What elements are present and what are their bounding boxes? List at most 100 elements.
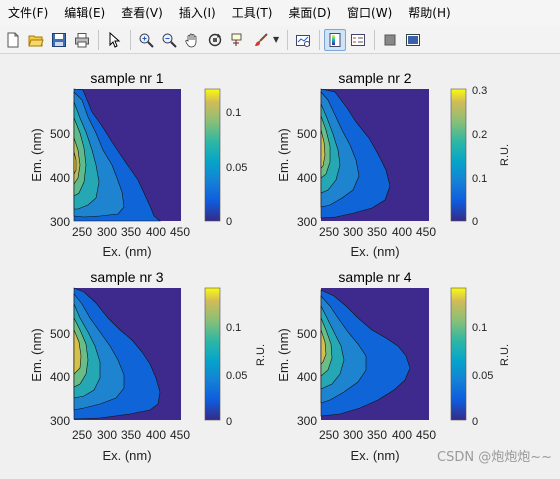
menu-tools[interactable]: 工具(T) <box>231 6 273 20</box>
y-tick-label: 400 <box>297 171 317 185</box>
subplot-4: sample nr 4 250 300 350 400 450 Ex. (nm)… <box>276 269 511 463</box>
plot-title: sample nr 3 <box>90 269 163 285</box>
colorbar-tick-label: 0.3 <box>472 85 487 97</box>
colorbar-tick-label: 0 <box>472 216 478 228</box>
open-file-icon[interactable] <box>25 29 47 51</box>
y-tick-label: 300 <box>50 215 70 229</box>
subplot-3: sample nr 3 250 300 350 400 450 Ex. (nm)… <box>29 269 267 463</box>
x-tick-label: 250 <box>72 428 92 442</box>
y-tick-label: 300 <box>50 414 70 428</box>
y-tick-label: 400 <box>50 370 70 384</box>
menu-window[interactable]: 窗口(W) <box>347 6 393 20</box>
colorbar-tick-label: 0.1 <box>226 107 241 119</box>
x-tick-label: 250 <box>319 428 339 442</box>
colorbar-tick-label: 0.05 <box>472 370 493 382</box>
save-icon[interactable] <box>48 29 70 51</box>
plot-title: sample nr 2 <box>338 70 411 86</box>
pan-hand-icon[interactable] <box>181 29 203 51</box>
x-tick-label: 250 <box>72 225 92 239</box>
plot-title: sample nr 1 <box>90 70 163 86</box>
x-axis: 250 300 350 400 450 Ex. (nm) <box>72 428 190 463</box>
y-tick-label: 500 <box>297 127 317 141</box>
zoom-in-icon[interactable] <box>135 29 157 51</box>
link-plot-icon[interactable] <box>292 29 314 51</box>
y-tick-label: 400 <box>50 171 70 185</box>
y-tick-label: 500 <box>50 127 70 141</box>
hide-plot-tools-icon[interactable] <box>379 29 401 51</box>
x-tick-label: 300 <box>97 225 117 239</box>
data-cursor-icon[interactable] <box>227 29 249 51</box>
toolbar: ▼ <box>0 26 560 54</box>
x-tick-label: 450 <box>416 428 436 442</box>
figure-canvas: sample nr 1 250 300 350 400 450 Ex. (nm)… <box>0 55 560 475</box>
x-axis: 250 300 350 400 450 Ex. (nm) <box>72 225 190 259</box>
contour-plot <box>73 88 181 222</box>
y-tick-label: 400 <box>297 370 317 384</box>
y-tick-label: 500 <box>297 327 317 341</box>
x-tick-label: 400 <box>146 428 166 442</box>
x-tick-label: 400 <box>392 225 412 239</box>
subplot-1: sample nr 1 250 300 350 400 450 Ex. (nm)… <box>29 70 247 259</box>
x-tick-label: 400 <box>146 225 166 239</box>
x-tick-label: 350 <box>367 428 387 442</box>
x-tick-label: 300 <box>97 428 117 442</box>
colorbar-icon[interactable] <box>324 28 347 51</box>
plot-title: sample nr 4 <box>338 269 411 285</box>
colorbar-tick-label: 0.1 <box>226 322 241 334</box>
new-figure-icon[interactable] <box>2 29 24 51</box>
brush-dropdown-arrow[interactable]: ▼ <box>273 35 280 44</box>
menu-edit[interactable]: 编辑(E) <box>64 6 106 20</box>
contour-plot <box>320 288 429 420</box>
zoom-out-icon[interactable] <box>158 29 180 51</box>
menu-desktop[interactable]: 桌面(D) <box>288 6 332 20</box>
menu-view[interactable]: 查看(V) <box>121 6 163 20</box>
subplot-2: sample nr 2 250 300 350 400 450 Ex. (nm)… <box>276 70 511 259</box>
x-tick-label: 450 <box>416 225 436 239</box>
y-axis: 500 400 300 Em. (nm) <box>29 327 70 428</box>
menu-file[interactable]: 文件(F) <box>8 6 49 20</box>
toolbar-separator <box>374 29 376 50</box>
print-icon[interactable] <box>71 29 93 51</box>
x-tick-label: 350 <box>121 428 141 442</box>
colorbar[interactable]: 0.1 0.05 0 <box>204 88 247 228</box>
colorbar-tick-label: 0.1 <box>472 322 487 334</box>
x-tick-label: 450 <box>170 428 190 442</box>
x-axis-label: Ex. (nm) <box>350 244 399 259</box>
colorbar[interactable]: 0.3 0.2 0.1 0 R.U. <box>450 85 511 228</box>
rotate-3d-icon[interactable] <box>204 29 226 51</box>
y-tick-label: 300 <box>297 414 317 428</box>
pointer-icon[interactable] <box>103 29 125 51</box>
legend-icon[interactable] <box>347 29 369 51</box>
colorbar-label: R.U. <box>499 144 511 166</box>
contour-plot <box>73 287 181 420</box>
colorbar-label: R.U. <box>499 344 511 366</box>
menu-help[interactable]: 帮助(H) <box>408 6 451 20</box>
x-axis-label: Ex. (nm) <box>102 448 151 463</box>
y-axis-label: Em. (nm) <box>29 328 44 381</box>
toolbar-separator <box>287 29 289 50</box>
colorbar-tick-label: 0.1 <box>472 173 487 185</box>
toolbar-separator <box>130 29 131 50</box>
y-tick-label: 500 <box>50 327 70 341</box>
colorbar[interactable]: 0.1 0.05 0 R.U. <box>450 287 511 428</box>
colorbar-tick-label: 0 <box>226 216 232 228</box>
y-axis-label: Em. (nm) <box>29 128 44 181</box>
y-axis: 500 400 300 Em. (nm) <box>276 127 317 229</box>
menu-insert[interactable]: 插入(I) <box>178 6 216 20</box>
x-tick-label: 300 <box>343 428 363 442</box>
y-axis-label: Em. (nm) <box>276 128 291 181</box>
colorbar[interactable]: 0.1 0.05 0 R.U. <box>204 287 267 428</box>
toolbar-separator <box>319 29 321 50</box>
x-axis-label: Ex. (nm) <box>102 244 151 259</box>
y-axis-label: Em. (nm) <box>276 328 291 381</box>
colorbar-tick-label: 0.05 <box>226 162 247 174</box>
x-tick-label: 300 <box>343 225 363 239</box>
y-tick-label: 300 <box>297 215 317 229</box>
x-axis: 250 300 350 400 450 Ex. (nm) <box>319 225 436 259</box>
brush-icon[interactable] <box>250 29 272 51</box>
show-plot-tools-icon[interactable] <box>402 29 424 51</box>
x-tick-label: 350 <box>367 225 387 239</box>
menu-bar: 文件(F) 编辑(E) 查看(V) 插入(I) 工具(T) 桌面(D) 窗口(W… <box>0 0 560 26</box>
x-tick-label: 350 <box>121 225 141 239</box>
colorbar-tick-label: 0 <box>226 416 232 428</box>
